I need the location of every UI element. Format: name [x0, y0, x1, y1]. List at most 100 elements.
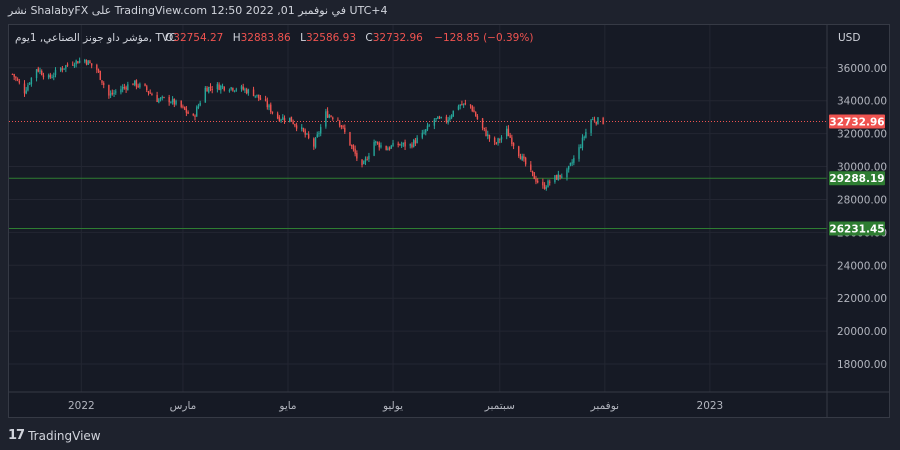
candle-body — [505, 128, 508, 137]
candle-body — [51, 77, 53, 79]
candles — [11, 57, 604, 191]
candle-body — [295, 125, 298, 129]
y-tick-label: 24000.00 — [837, 260, 887, 272]
legend-ohlc: O32754.27 H32883.86 L32586.93 C32732.96 … — [165, 32, 533, 44]
candle-body — [97, 69, 100, 72]
candle-body — [108, 85, 110, 96]
candle-body — [385, 145, 387, 150]
candle-body — [290, 116, 293, 122]
candle-body — [445, 116, 448, 122]
candle-body — [507, 128, 510, 137]
candle-body — [304, 130, 306, 135]
candle-body — [294, 124, 296, 126]
candle-body — [554, 175, 556, 183]
x-tick-label: 2023 — [697, 400, 724, 412]
candle-body — [77, 61, 79, 64]
candle-body — [332, 117, 334, 120]
level-label: 26231.45 — [829, 224, 884, 236]
candle-body — [289, 117, 291, 122]
candle-body — [228, 90, 231, 92]
candle-body — [557, 174, 560, 181]
candle-body — [151, 94, 153, 96]
y-tick-label: 34000.00 — [837, 96, 887, 108]
candle-body — [182, 106, 184, 108]
candle-body — [555, 175, 558, 180]
price-axis[interactable]: 36000.00 34000.00 32000.00 30000.00 28000.00… — [826, 25, 887, 417]
candle-body — [137, 85, 139, 87]
candle-body — [328, 115, 331, 118]
candle-body — [438, 117, 441, 119]
candle-body — [566, 169, 568, 178]
x-tick-label: 2022 — [68, 400, 95, 412]
candle-body — [559, 174, 561, 178]
low-label: L — [300, 32, 306, 44]
candle-body — [63, 68, 65, 70]
candle-body — [512, 143, 515, 146]
candle-body — [185, 108, 188, 113]
candle-body — [361, 159, 363, 166]
candle-body — [573, 158, 575, 163]
candle-body — [450, 115, 453, 119]
candle-body — [349, 132, 351, 146]
time-axis[interactable]: 2022 مارس مايو يوليو سبتمبر نوفمبر 2023 — [9, 391, 889, 412]
candle-body — [54, 69, 57, 76]
candle-body — [96, 65, 98, 70]
candle-body — [518, 146, 520, 157]
candle-body — [569, 162, 572, 166]
candle-body — [368, 155, 370, 160]
candle-body — [276, 113, 279, 119]
candle-body — [380, 145, 382, 148]
y-tick-label: 36000.00 — [837, 63, 887, 75]
footer-branding[interactable]: 17 TradingView — [8, 428, 101, 443]
candle-body — [221, 86, 224, 88]
candle-body — [84, 59, 86, 62]
candle-body — [428, 125, 430, 127]
candle-body — [223, 86, 225, 91]
candle-body — [292, 121, 294, 124]
candlestick-chart[interactable]: 36000.00 34000.00 32000.00 30000.00 28000.00… — [9, 25, 889, 417]
candle-body — [399, 144, 401, 146]
candle-body — [581, 137, 584, 148]
candle-body — [423, 132, 425, 134]
open-value: 32754.27 — [173, 32, 223, 44]
candle-body — [183, 106, 186, 110]
candle-body — [47, 75, 50, 78]
candle-body — [101, 80, 103, 83]
candle-body — [326, 110, 329, 118]
candle-body — [192, 114, 194, 116]
candle-body — [156, 94, 158, 102]
candle-body — [580, 147, 582, 149]
candle-body — [593, 119, 596, 122]
candle-body — [197, 105, 200, 109]
candle-body — [13, 74, 15, 77]
candle-body — [187, 111, 189, 114]
candle-body — [264, 99, 267, 101]
candle-body — [103, 83, 105, 85]
candle-body — [120, 89, 122, 93]
candle-body — [199, 102, 201, 106]
candle-body — [592, 119, 594, 121]
candle-body — [268, 105, 270, 108]
candle-body — [66, 64, 69, 66]
y-tick-label: 22000.00 — [837, 293, 887, 305]
candle-body — [397, 143, 399, 146]
candle-body — [216, 84, 219, 90]
candle-body — [388, 147, 391, 150]
candle-body — [61, 68, 64, 70]
candle-body — [204, 87, 207, 103]
chart-frame[interactable]: 36000.00 34000.00 32000.00 30000.00 28000.00… — [8, 24, 890, 418]
candle-body — [350, 145, 353, 147]
candle-body — [211, 89, 213, 91]
candle-body — [375, 141, 377, 143]
candle-body — [266, 100, 269, 108]
candle-body — [242, 86, 244, 90]
candle-body — [78, 60, 81, 63]
x-tick-label: مارس — [170, 400, 197, 412]
candle-body — [549, 181, 551, 183]
candle-body — [144, 83, 146, 86]
candle-body — [447, 119, 449, 123]
candle-body — [41, 70, 43, 76]
chart-legend: مؤشر داو جونز الصناعي, 1يوم, TVC O32754.… — [15, 32, 533, 44]
candle-body — [180, 100, 182, 107]
y-tick-label: 30000.00 — [837, 162, 887, 174]
